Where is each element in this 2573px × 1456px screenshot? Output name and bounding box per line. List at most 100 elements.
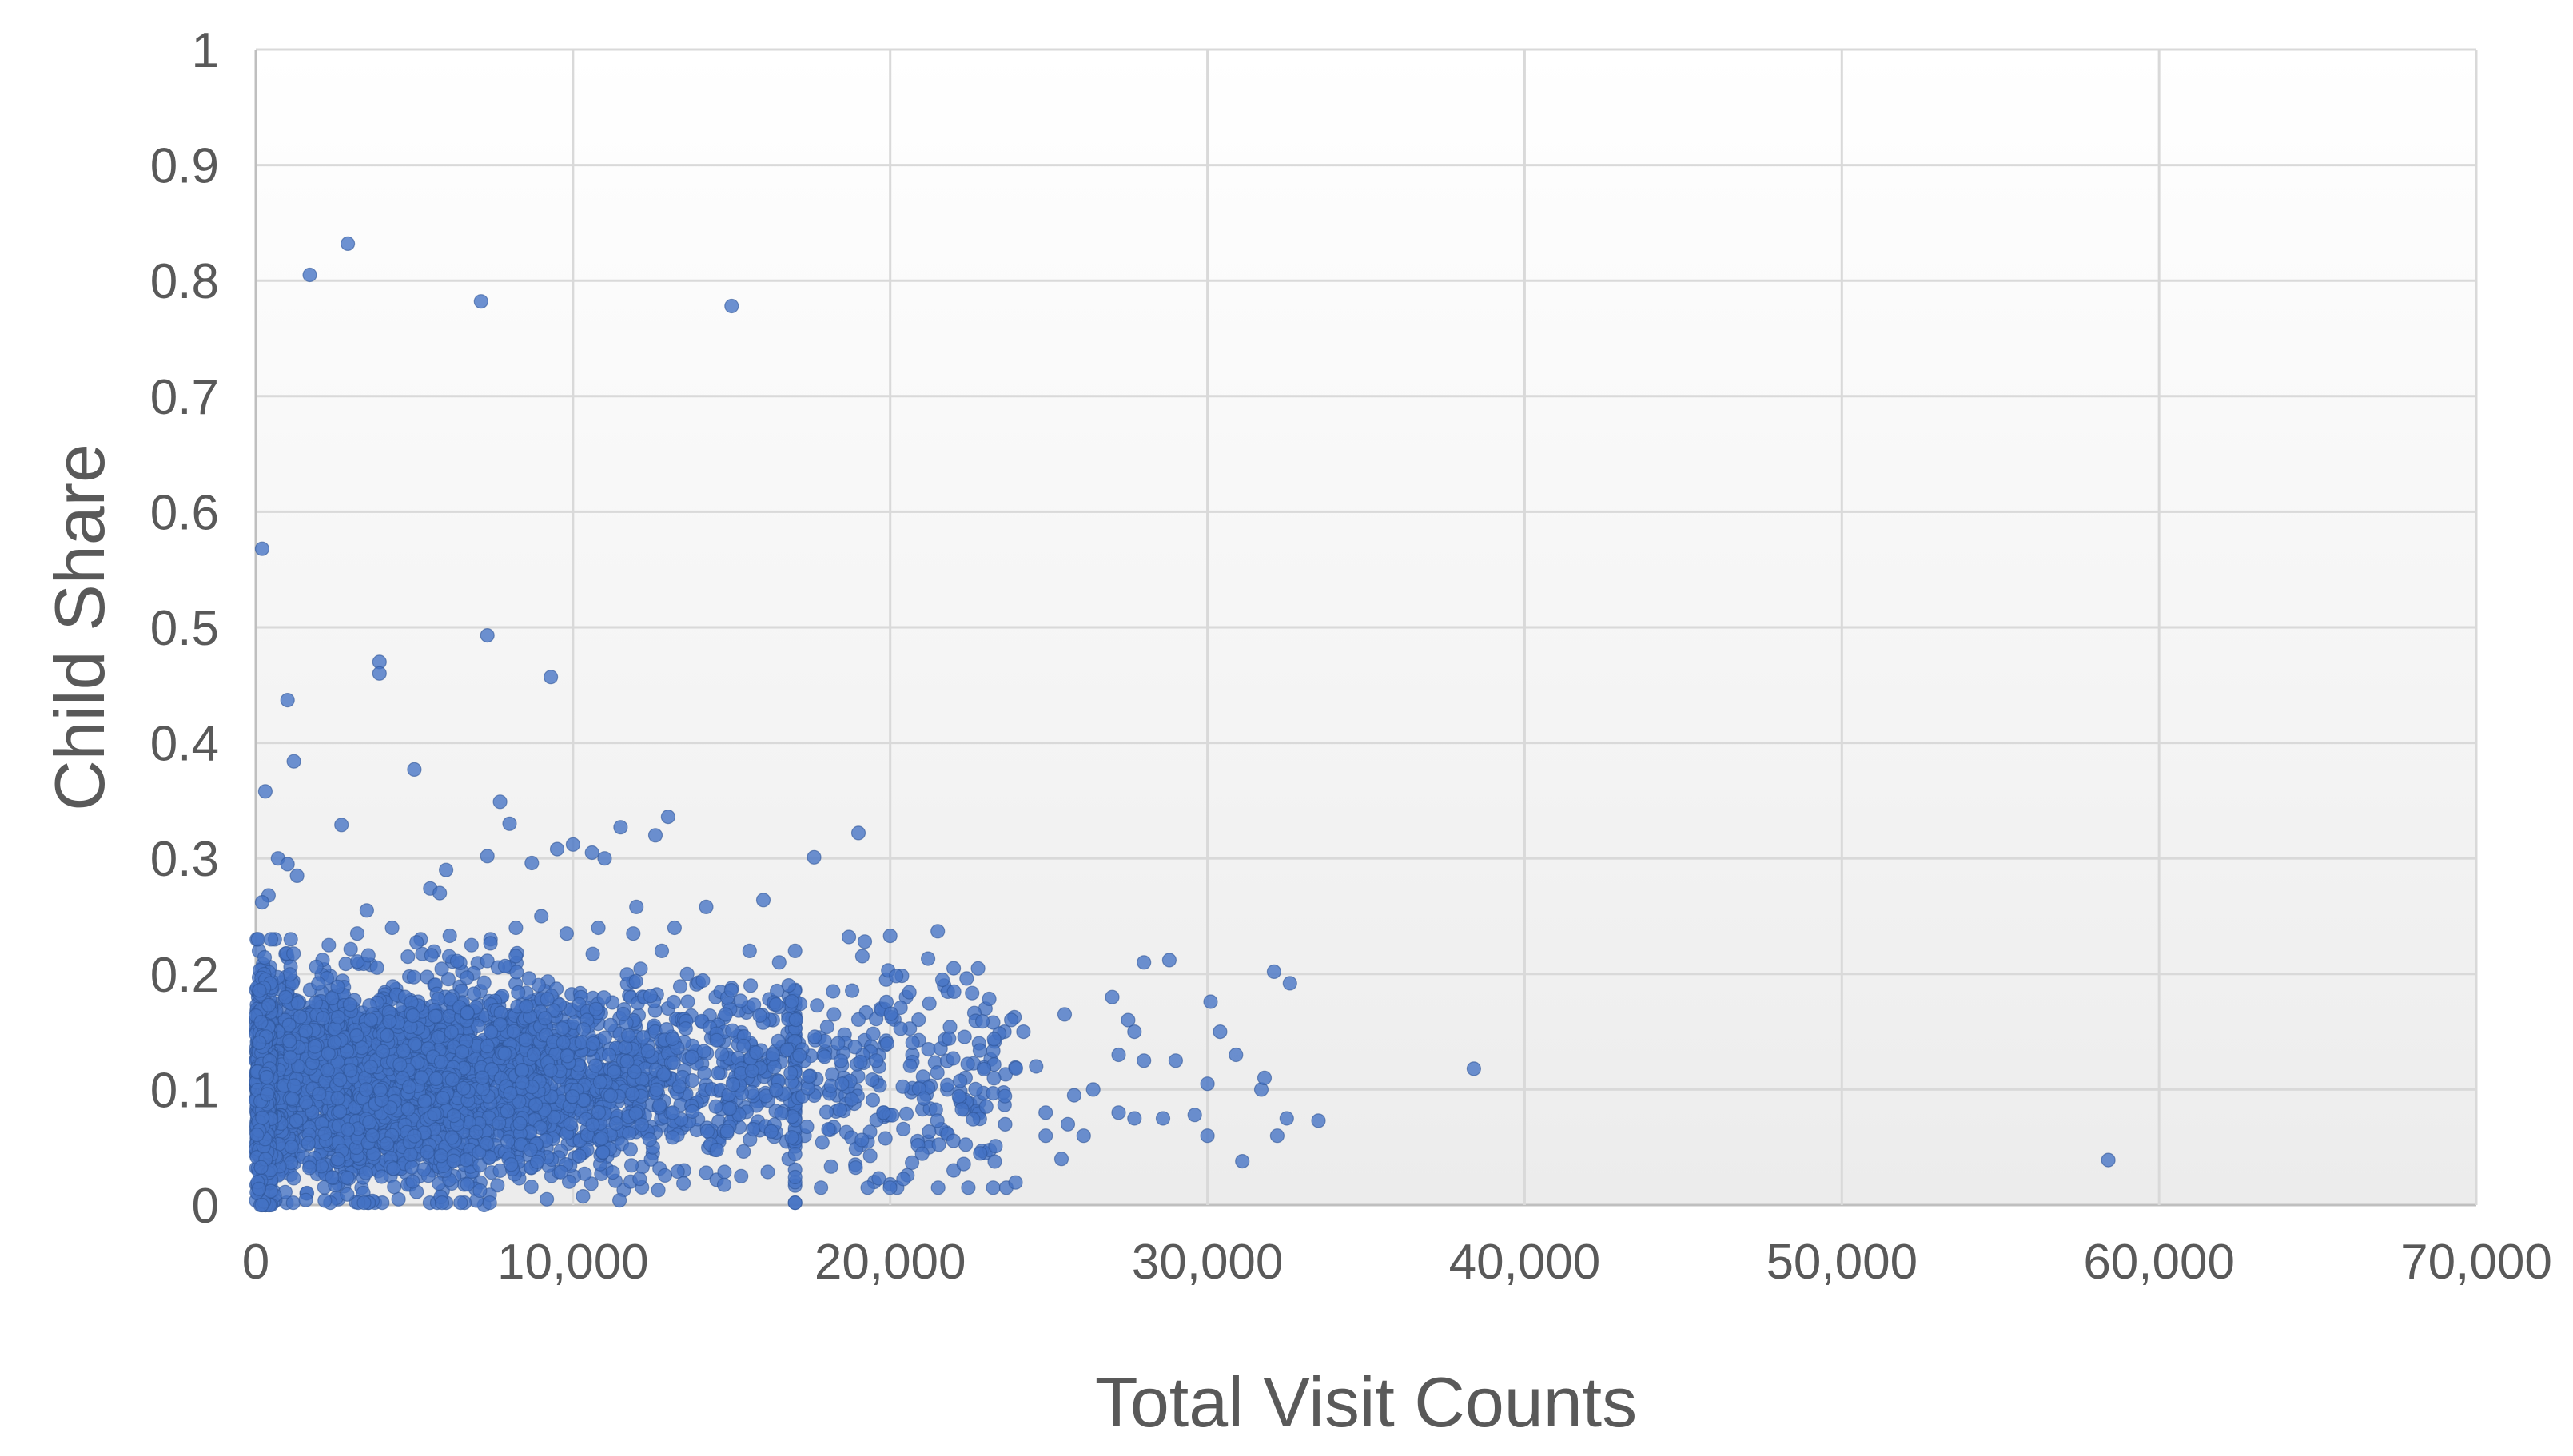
scatter-point: [869, 1053, 884, 1068]
scatter-point: [311, 976, 326, 991]
scatter-point: [760, 1164, 775, 1180]
scatter-point: [896, 1121, 911, 1136]
scatter-point: [987, 1154, 1002, 1169]
scatter-point: [957, 1029, 972, 1044]
scatter-point: [998, 1088, 1013, 1104]
y-tick-label: 0.2: [150, 948, 219, 1003]
scatter-point: [660, 809, 676, 825]
scatter-point: [359, 1082, 374, 1097]
scatter-point: [666, 1055, 681, 1071]
scatter-point: [755, 893, 771, 908]
scatter-point: [444, 1024, 459, 1040]
scatter-point: [349, 926, 365, 941]
scatter-point: [526, 1047, 542, 1062]
scatter-point: [576, 1188, 591, 1204]
scatter-point: [965, 985, 980, 1001]
scatter-point: [483, 936, 498, 951]
scatter-point: [672, 979, 688, 994]
scatter-point: [679, 966, 695, 981]
scatter-point: [594, 1131, 609, 1146]
scatter-point: [920, 951, 936, 966]
scatter-point: [524, 1180, 539, 1195]
scatter-point: [826, 984, 841, 999]
scatter-point: [934, 972, 950, 988]
scatter-point: [930, 1065, 945, 1080]
scatter-point: [767, 1060, 782, 1075]
scatter-point: [1257, 1070, 1273, 1086]
scatter-point: [930, 1180, 946, 1195]
scatter-point: [904, 1155, 920, 1171]
x-tick-label: 50,000: [1766, 1235, 1918, 1290]
scatter-point: [596, 990, 611, 1005]
scatter-point: [709, 1032, 724, 1048]
scatter-point: [460, 1176, 475, 1192]
scatter-point: [586, 1036, 601, 1052]
scatter-point: [330, 1152, 345, 1167]
scatter-point: [327, 1035, 342, 1050]
scatter-point: [807, 1029, 822, 1044]
scatter-point: [280, 692, 295, 708]
scatter-point: [865, 1092, 881, 1108]
scatter-point: [725, 1077, 741, 1092]
scatter-point: [718, 1007, 733, 1022]
scatter-point: [819, 1019, 835, 1035]
scatter-point: [986, 1071, 1002, 1086]
scatter-point: [695, 973, 711, 989]
scatter-point: [341, 236, 356, 251]
scatter-point: [333, 1104, 348, 1119]
scatter-point: [518, 1032, 533, 1048]
scatter-point: [523, 1142, 538, 1158]
scatter-point: [982, 991, 997, 1007]
scatter-point: [647, 828, 663, 843]
scatter-point: [699, 1165, 714, 1180]
scatter-point: [384, 920, 400, 936]
scatter-point: [961, 1180, 976, 1195]
scatter-point: [601, 1048, 617, 1063]
scatter-point: [514, 1062, 530, 1078]
scatter-point: [249, 1127, 265, 1143]
scatter-point: [1008, 1060, 1024, 1076]
scatter-point: [460, 970, 475, 985]
scatter-point: [497, 958, 513, 973]
scatter-point: [539, 1191, 555, 1207]
y-tick-label: 0.6: [150, 485, 219, 540]
scatter-point: [508, 920, 524, 936]
scatter-point: [543, 1063, 558, 1078]
scatter-point: [428, 1008, 443, 1024]
scatter-point: [684, 1049, 699, 1064]
scatter-point: [685, 1104, 700, 1120]
scatter-point: [252, 1035, 267, 1051]
scatter-point: [446, 1153, 461, 1168]
scatter-point: [257, 949, 273, 965]
scatter-point: [264, 932, 279, 947]
scatter-point: [1111, 1047, 1126, 1063]
scatter-point: [475, 1070, 490, 1085]
scatter-point: [821, 1121, 836, 1137]
scatter-point: [317, 1126, 333, 1141]
scatter-point: [553, 1164, 568, 1180]
scatter-point: [565, 837, 581, 852]
scatter-point: [986, 1032, 1002, 1047]
scatter-point: [282, 967, 297, 982]
scatter-point: [1155, 1111, 1171, 1126]
scatter-point: [857, 934, 873, 949]
scatter-point: [807, 849, 822, 865]
scatter-point: [972, 1043, 988, 1058]
scatter-point: [363, 1012, 379, 1028]
scatter-point: [588, 1001, 603, 1016]
scatter-point: [400, 1101, 416, 1117]
scatter-point: [953, 1073, 968, 1088]
scatter-point: [817, 1049, 832, 1064]
scatter-point: [771, 955, 787, 970]
scatter-point: [453, 1195, 468, 1211]
scatter-point: [620, 1028, 636, 1043]
scatter-point: [444, 1130, 460, 1145]
scatter-point: [768, 1082, 784, 1098]
scatter-point: [396, 1043, 411, 1059]
scatter-point: [479, 1136, 494, 1151]
scatter-point: [529, 1154, 545, 1169]
scatter-point: [763, 1124, 779, 1140]
scatter-point: [603, 1017, 619, 1032]
